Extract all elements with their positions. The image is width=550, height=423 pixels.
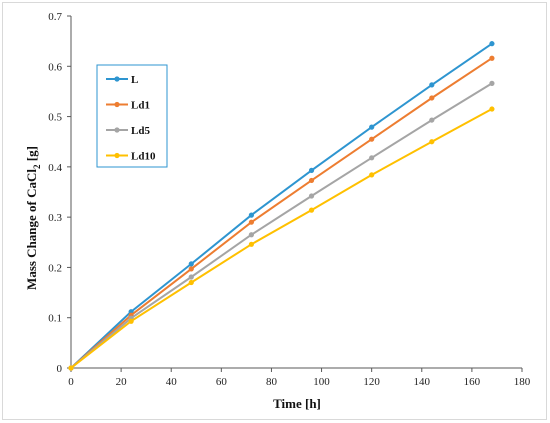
axes (70, 16, 522, 369)
x-tick-label: 180 (514, 376, 531, 388)
y-axis-title-unit: [g] (24, 146, 39, 164)
x-tick-label: 40 (166, 376, 178, 388)
legend-swatch-marker (114, 76, 120, 82)
x-tick-label: 100 (313, 376, 330, 388)
legend-swatch-marker (114, 101, 120, 108)
series-line-ld5 (70, 82, 493, 369)
legend-swatch-marker (114, 152, 120, 159)
x-tick-label: 120 (363, 376, 380, 388)
legend-label: Ld1 (131, 100, 150, 112)
y-axis-title-main: Mass Change of CaCl (24, 169, 39, 290)
y-tick-label: 0.1 (48, 313, 62, 325)
data-point (68, 365, 74, 371)
data-point (128, 318, 134, 324)
data-point (248, 212, 254, 218)
data-point (489, 106, 495, 112)
y-axis-title: Mass Change of CaCl2 [g] (24, 146, 42, 290)
data-point (369, 136, 375, 142)
data-point (248, 219, 254, 225)
y-axis-title-subscript: 2 (32, 164, 42, 169)
data-point (489, 55, 495, 61)
y-tick-label: 0.7 (48, 11, 62, 23)
series-line-l (70, 42, 493, 369)
y-tick-label: 0.3 (48, 212, 62, 224)
data-point (188, 266, 194, 272)
x-tick-label: 0 (68, 376, 74, 388)
data-point (369, 124, 375, 130)
data-point (429, 117, 435, 123)
data-point (429, 139, 435, 145)
y-tick-label: 0.4 (48, 162, 62, 174)
legend-label: L (131, 74, 138, 86)
data-point (188, 274, 194, 280)
y-ticks: 0 0.1 0.2 0.3 0.4 0.5 0.6 0.7 (48, 11, 71, 375)
x-ticks: 0 20 40 60 80 100 120 140 160 180 (68, 368, 531, 388)
series-line-ld1 (70, 57, 493, 369)
legend: L Ld1 Ld5 Ld10 (96, 64, 168, 168)
x-tick-label: 160 (464, 376, 481, 388)
x-tick-label: 140 (414, 376, 431, 388)
legend-label: Ld10 (131, 151, 156, 163)
x-tick-label: 60 (216, 376, 228, 388)
data-point (248, 241, 254, 247)
data-point (429, 82, 435, 88)
series-ld10 (68, 106, 495, 371)
data-point (429, 95, 435, 101)
data-point (489, 41, 495, 47)
y-tick-label: 0.6 (48, 61, 62, 73)
data-point (308, 193, 315, 199)
series-ld5 (68, 80, 495, 371)
data-point (188, 279, 194, 286)
series-line-ld10 (70, 108, 493, 369)
y-tick-label: 0 (57, 363, 63, 375)
series-layer (68, 41, 495, 371)
data-point (248, 232, 254, 238)
data-point (369, 155, 375, 161)
y-tick-label: 0.2 (48, 262, 62, 274)
legend-label: Ld5 (131, 125, 150, 137)
legend-box (96, 64, 168, 168)
y-tick-label: 0.5 (48, 112, 62, 124)
data-point (369, 172, 375, 178)
legend-swatch-marker (114, 127, 120, 133)
data-point (308, 167, 315, 173)
data-point (188, 261, 194, 267)
x-axis-title: Time [h] (273, 396, 321, 411)
data-point (308, 177, 315, 184)
data-point (489, 80, 495, 86)
x-tick-label: 80 (266, 376, 278, 388)
data-point (308, 207, 315, 213)
x-tick-label: 20 (116, 376, 128, 388)
